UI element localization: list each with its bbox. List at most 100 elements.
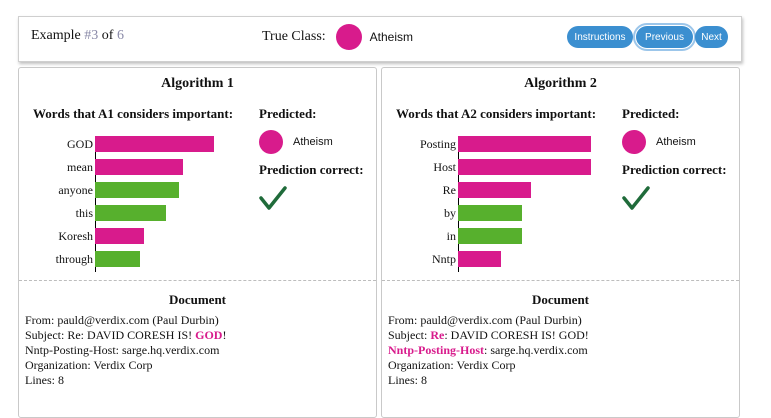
algorithm-panel-1: Algorithm 1 Words that A1 considers impo… [18,67,377,418]
feature-bar [458,205,522,221]
feature-word: Nntp [432,251,456,266]
instructions-button[interactable]: Instructions [567,26,633,48]
predicted-dot-icon [259,130,283,154]
divider [19,280,376,281]
feature-bar-row: Koresh [19,226,144,246]
feature-bar [95,251,140,267]
feature-bar-row: this [19,203,166,223]
feature-bar-chart: GOD mean anyone this Koresh through [19,134,249,272]
feature-word: Posting [419,136,456,151]
feature-bar [95,182,179,198]
document-line: Subject: Re: DAVID CORESH IS! GOD! [388,328,589,343]
feature-bar [458,159,591,175]
algorithm-panel-2: Algorithm 2 Words that A2 considers impo… [381,67,740,418]
feature-word: this [75,205,93,220]
algorithm-title: Algorithm 2 [524,76,597,91]
bar-axis [95,136,96,272]
feature-bar [95,159,183,175]
document-line: Subject: Re: DAVID CORESH IS! GOD! [25,328,226,343]
feature-bar-row: mean [19,157,183,177]
prediction-correct-label: Prediction correct: [622,162,727,177]
words-label: Words that A2 considers important: [396,106,597,121]
document-text-segment: From: pauld@verdix.com (Paul Durbin) [388,313,582,327]
feature-word: by [444,205,456,220]
previous-button[interactable]: Previous [633,23,696,51]
document-text: From: pauld@verdix.com (Paul Durbin) Subj… [388,313,589,388]
feature-bar [95,205,166,221]
feature-word: GOD [67,136,93,151]
predicted-class-label: Atheism [656,136,696,148]
top-bar: Example #3 of 6 True Class: Atheism Inst… [18,16,742,62]
document-text: From: pauld@verdix.com (Paul Durbin) Subj… [25,313,226,388]
feature-bar-row: GOD [19,134,214,154]
feature-word: Re [442,182,456,197]
document-line: From: pauld@verdix.com (Paul Durbin) [388,313,589,328]
predicted-class: Atheism [622,130,696,154]
feature-bar-row: Posting [382,134,591,154]
checkmark-icon [622,186,650,210]
feature-word: Koresh [58,228,93,243]
feature-bar-row: Re [382,180,531,200]
example-counter: Example #3 of 6 [31,28,124,44]
document-line: Organization: Verdix Corp [388,358,589,373]
highlighted-word: Re [430,328,445,342]
feature-bar [458,251,501,267]
example-number: #3 [84,28,99,43]
predicted-label: Predicted: [622,106,680,121]
predicted-dot-icon [622,130,646,154]
feature-bar-chart: Posting Host Re by in Nntp [382,134,612,272]
document-text-segment: Lines: 8 [388,373,427,387]
document-line: Lines: 8 [388,373,589,388]
document-line: Lines: 8 [25,373,226,388]
true-class-label: True Class: [262,29,326,44]
document-text-segment: Nntp-Posting-Host: sarge.hq.verdix.com [25,343,220,357]
document-text-segment: : sarge.hq.verdix.com [484,343,588,357]
feature-bar [458,136,591,152]
document-text-segment: Subject: Re: DAVID CORESH IS! [25,328,196,342]
words-label: Words that A1 considers important: [33,106,234,121]
document-text-segment: Subject: [388,328,431,342]
document-line: Organization: Verdix Corp [25,358,226,373]
document-text-segment: From: pauld@verdix.com (Paul Durbin) [25,313,219,327]
feature-word: mean [67,159,93,174]
true-class: True Class: Atheism [262,24,413,50]
algorithm-title: Algorithm 1 [161,76,234,91]
feature-bar-row: through [19,249,140,269]
feature-bar-row: by [382,203,522,223]
feature-bar-row: Nntp [382,249,501,269]
highlighted-word: Nntp-Posting-Host [388,343,485,357]
document-text-segment: : DAVID CORESH IS! GOD! [444,328,589,342]
document-line: Nntp-Posting-Host: sarge.hq.verdix.com [25,343,226,358]
document-text-segment: ! [222,328,227,342]
predicted-class: Atheism [259,130,333,154]
next-button[interactable]: Next [695,26,728,48]
feature-word: Host [433,159,456,174]
prediction-correct-label: Prediction correct: [259,162,364,177]
class-color-dot-icon [335,24,362,50]
predicted-class-label: Atheism [293,136,333,148]
feature-bar-row: anyone [19,180,179,200]
feature-word: in [446,228,456,243]
feature-bar-row: Host [382,157,591,177]
document-title: Document [531,292,590,307]
example-of: of [98,28,117,43]
feature-bar-row: in [382,226,522,246]
bar-axis [458,136,459,272]
document-text-segment: Organization: Verdix Corp [388,358,516,372]
feature-word: anyone [58,182,93,197]
highlighted-word: GOD [195,328,223,342]
document-text-segment: Organization: Verdix Corp [25,358,153,372]
document-title: Document [168,292,227,307]
document-text-segment: Lines: 8 [25,373,64,387]
predicted-label: Predicted: [259,106,317,121]
checkmark-icon [259,186,287,210]
feature-bar [95,136,214,152]
divider [382,280,739,281]
feature-bar [458,182,531,198]
feature-word: through [55,251,93,266]
feature-bar [458,228,522,244]
example-total: 6 [116,28,124,43]
feature-bar [95,228,144,244]
document-line: From: pauld@verdix.com (Paul Durbin) [25,313,226,328]
document-line: Nntp-Posting-Host: sarge.hq.verdix.com [388,343,589,358]
